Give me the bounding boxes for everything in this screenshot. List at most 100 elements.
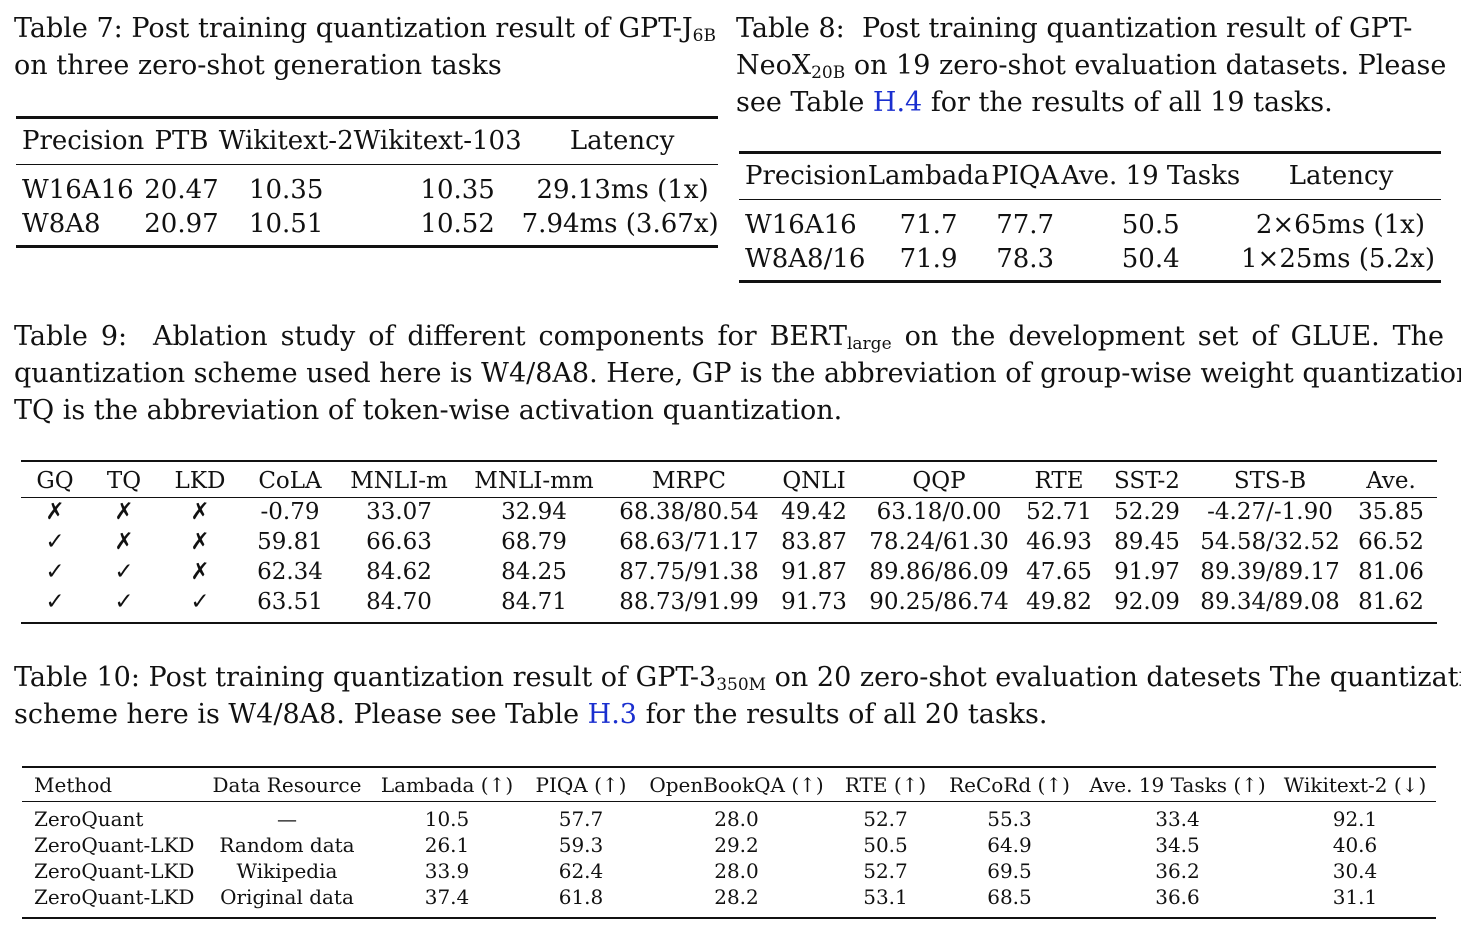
table-row: ZeroQuant-LKD Random data 26.1 59.3 29.2…: [22, 832, 1436, 858]
cross-mark-icon: ✗: [114, 529, 134, 555]
table9-cell: -0.79: [260, 499, 320, 525]
table9: GQ TQ LKD CoLA MNLI-m MNLI-mm MRPC QNLI …: [21, 465, 1437, 617]
check-mark-icon: ✓: [190, 589, 210, 615]
table9-cell: 89.34/89.08: [1200, 589, 1340, 615]
table10-cell: Wikipedia: [236, 859, 338, 883]
table10-top-rule: [22, 766, 1436, 768]
table10-cell: 52.7: [863, 859, 908, 883]
table10-cell: 33.9: [424, 859, 470, 883]
table10-cell: 62.4: [558, 859, 604, 883]
table10-cell: 28.2: [714, 885, 759, 909]
table9-header-mnli-m: MNLI-m: [350, 468, 448, 494]
table8-cell: 77.7: [996, 210, 1055, 240]
table8-ref-link[interactable]: H.4: [872, 87, 923, 118]
table9-cell: 63.18/0.00: [876, 499, 1002, 525]
table10-cell: ZeroQuant: [34, 807, 144, 831]
table10-cell: 31.1: [1332, 885, 1378, 909]
table9-cell: 84.25: [501, 559, 567, 585]
table7-header-wikitext2: Wikitext-2: [218, 126, 354, 156]
table9-cell: 66.52: [1358, 529, 1424, 555]
check-mark-icon: ✓: [45, 529, 65, 555]
table9-cell: 63.51: [257, 589, 323, 615]
table8-caption-line3-suffix: for the results of all 19 tasks.: [930, 87, 1333, 118]
table9-cell: 68.63/71.17: [619, 529, 759, 555]
table8-header-piqa: PIQA: [991, 161, 1060, 191]
table9-cell: 35.85: [1358, 499, 1424, 525]
table10-cell: 40.6: [1332, 833, 1378, 857]
table9-caption-label: Table 9:: [14, 321, 128, 352]
table9-cell: 83.87: [781, 529, 847, 555]
table9-cell: -4.27/-1.90: [1207, 499, 1333, 525]
table7-cell: 10.35: [420, 175, 495, 205]
table9-cell: 68.79: [501, 529, 567, 555]
table10-cell: ZeroQuant-LKD: [34, 885, 195, 909]
table9-caption-line1-suffix: on the development set of GLUE. The: [904, 321, 1444, 352]
table9-cell: 84.70: [366, 589, 432, 615]
table8-header-precision: Precision: [745, 161, 868, 191]
table9-cell: 81.06: [1358, 559, 1424, 585]
table10-ref-link[interactable]: H.3: [587, 699, 637, 730]
table10-caption-line2-prefix: scheme here is W4/8A8. Please see Table: [14, 699, 580, 730]
table8-cell: 71.9: [899, 244, 958, 274]
table-row: ZeroQuant-LKD Wikipedia 33.9 62.4 28.0 5…: [22, 858, 1436, 884]
table7-cell: 10.52: [420, 209, 495, 239]
table9-cell: 46.93: [1026, 529, 1092, 555]
table9-cell: 59.81: [257, 529, 323, 555]
table7-cell: 20.97: [144, 209, 219, 239]
table8-header-latency: Latency: [1288, 161, 1394, 191]
table10-header-rte: RTE (↑): [844, 773, 927, 797]
table7-cell: 10.51: [248, 209, 324, 239]
cross-mark-icon: ✗: [190, 499, 210, 525]
table10-cell: ZeroQuant-LKD: [34, 833, 195, 857]
table10-cell: 64.9: [987, 833, 1032, 857]
table8-cell: W8A8/16: [745, 244, 866, 274]
table10-header-lambada: Lambada (↑): [380, 773, 514, 797]
table10-mid-rule: [22, 801, 1436, 802]
table9-cell: 52.71: [1026, 499, 1092, 525]
table7-bottom-rule: [16, 245, 718, 248]
table10-cell: 61.8: [558, 885, 604, 909]
table10-cell: 30.4: [1332, 859, 1378, 883]
cross-mark-icon: ✗: [45, 499, 65, 525]
table9-header-tq: TQ: [106, 468, 142, 494]
table-row: W16A16 71.7 77.7 50.5 2×65ms (1x): [739, 208, 1441, 242]
table9-caption: Table 9: Ablation study of different com…: [14, 318, 1461, 429]
table-row: W8A8 20.97 10.51 10.52 7.94ms (3.67x): [16, 207, 723, 241]
table10-cell: 69.5: [987, 859, 1032, 883]
table7-header-precision: Precision: [22, 126, 145, 156]
table8-caption: Table 8: Post training quantization resu…: [736, 10, 1446, 121]
table7-header-ptb: PTB: [154, 126, 209, 156]
table10-header-piqa: PIQA (↑): [535, 773, 627, 797]
table9-header-rte: RTE: [1034, 468, 1084, 494]
table7-cell: 7.94ms (3.67x): [521, 209, 719, 239]
table9-cell: 90.25/86.74: [869, 589, 1009, 615]
table9-cell: 84.62: [366, 559, 432, 585]
table10-cell: 55.3: [987, 807, 1032, 831]
table8-mid-rule: [739, 199, 1441, 200]
table-row: ✓ ✓ ✓ 63.51 84.70 84.71 88.73/91.99 91.7…: [21, 587, 1437, 617]
check-mark-icon: ✓: [45, 589, 65, 615]
table10-cell: 36.2: [1155, 859, 1200, 883]
table8-cell: 78.3: [996, 244, 1055, 274]
table9-cell: 89.86/86.09: [869, 559, 1009, 585]
table8-top-rule: [739, 151, 1441, 154]
table8-cell: 1×25ms (5.2x): [1241, 244, 1435, 274]
table7-top-rule: [16, 116, 718, 119]
table7-cell: 10.35: [248, 175, 324, 205]
table9-cell: 81.62: [1358, 589, 1424, 615]
table7-cell: W16A16: [22, 175, 134, 205]
table8-cell: W16A16: [745, 210, 857, 240]
table9-cell: 52.29: [1114, 499, 1180, 525]
table9-mid-rule: [21, 497, 1437, 498]
table9-cell: 32.94: [501, 499, 567, 525]
table10-cell: 33.4: [1155, 807, 1200, 831]
table8-model: NeoX: [736, 50, 812, 81]
table7-header-wikitext103: Wikitext-103: [353, 126, 522, 156]
table9-cell: 49.42: [781, 499, 847, 525]
table-row: ✓ ✓ ✗ 62.34 84.62 84.25 87.75/91.38 91.8…: [21, 557, 1437, 587]
table10-cell: 34.5: [1155, 833, 1200, 857]
table7-model-sub: 6B: [692, 26, 716, 46]
table9-cell: 91.97: [1114, 559, 1180, 585]
table10-cell: 29.2: [714, 833, 759, 857]
table10-header-record: ReCoRd (↑): [949, 773, 1070, 797]
